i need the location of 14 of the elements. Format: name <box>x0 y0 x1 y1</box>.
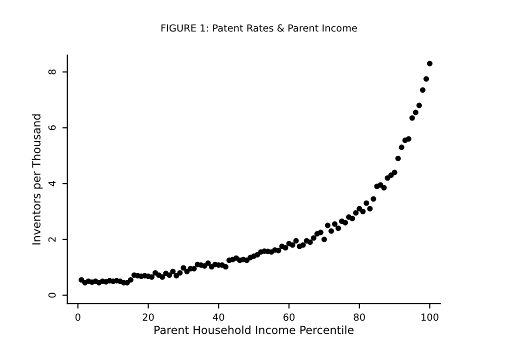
chart-title: FIGURE 1: Patent Rates & Parent Income <box>161 24 357 32</box>
x-tick-label: 40 <box>212 313 224 321</box>
y-tick-label: 2 <box>48 237 56 242</box>
x-tick-label: 100 <box>422 313 438 321</box>
y-tick-label: 0 <box>48 292 56 298</box>
y-tick-label: 8 <box>48 70 56 74</box>
y-tick-label: 6 <box>48 125 56 130</box>
x-axis-title: Parent Household Income Percentile <box>154 326 354 334</box>
x-tick-label: 20 <box>142 313 154 321</box>
x-tick-label: 80 <box>354 313 365 321</box>
y-tick-label: 4 <box>48 181 56 186</box>
x-tick-label: 60 <box>284 313 295 321</box>
x-tick-label: 0 <box>75 313 80 321</box>
y-axis-title: Inventors per Thousand <box>32 114 43 244</box>
